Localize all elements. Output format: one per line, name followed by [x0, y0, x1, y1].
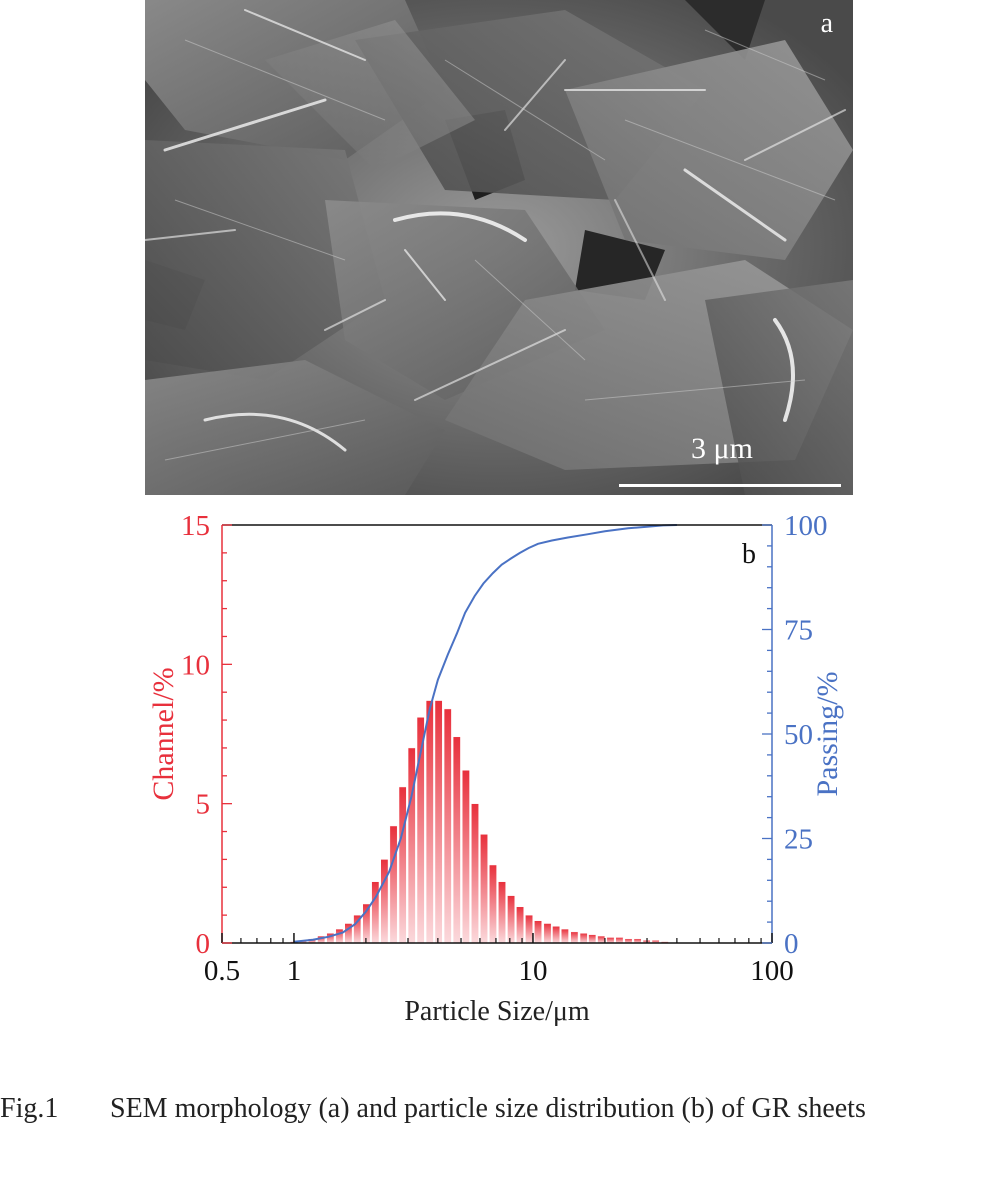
x-tick-label: 1: [287, 955, 302, 987]
channel-bar: [335, 928, 344, 944]
panel-a-label: a: [820, 8, 833, 39]
left-axis-title: Channel/%: [147, 667, 180, 800]
channel-bar: [425, 700, 434, 944]
channel-bar: [570, 931, 579, 944]
sem-texture: [145, 0, 853, 495]
channel-bar: [525, 914, 533, 944]
left-y-ticks: 0 5 10 15: [181, 510, 232, 960]
right-y-ticks: 0 25 50 75 100: [762, 510, 828, 960]
channel-bar: [380, 859, 389, 944]
channel-bar: [543, 923, 552, 944]
x-tick-label: 0.5: [204, 955, 240, 987]
right-tick-label: 50: [784, 719, 813, 751]
channel-bar: [498, 881, 506, 944]
channel-bar: [452, 736, 461, 944]
channel-bar: [597, 935, 606, 944]
channel-bar: [516, 906, 524, 944]
x-ticks: 0.5 1 10 100: [204, 933, 794, 987]
channel-bar: [552, 926, 561, 944]
sem-micrograph: a 3 μm: [145, 0, 853, 495]
channel-bar: [560, 928, 569, 944]
panel-b-label: b: [742, 539, 756, 570]
left-tick-label: 15: [181, 510, 210, 542]
channel-bar: [461, 769, 470, 944]
right-axis-title: Passing/%: [811, 671, 844, 796]
channel-bars: [290, 700, 669, 944]
caption-label: Fig.1: [0, 1093, 59, 1124]
x-tick-label: 100: [750, 955, 794, 987]
channel-bar: [398, 786, 407, 944]
x-tick-label: 10: [518, 955, 547, 987]
chart-frame: [221, 524, 773, 944]
right-tick-label: 0: [784, 928, 799, 960]
channel-bar: [434, 700, 443, 944]
channel-bar: [489, 864, 497, 944]
left-tick-label: 5: [196, 789, 211, 821]
channel-bar: [371, 881, 380, 944]
channel-bar: [579, 932, 588, 944]
scale-bar: [619, 484, 841, 487]
left-tick-label: 0: [196, 928, 211, 960]
channel-bar: [480, 834, 488, 944]
channel-bar: [471, 803, 479, 944]
right-tick-label: 25: [784, 824, 813, 856]
channel-bar: [443, 708, 452, 944]
channel-bar: [606, 937, 615, 944]
chart-svg: 0.5 1 10 100 0 5 10 15 0 25 50 75 100 b Particle S…: [147, 510, 844, 1027]
channel-bar: [615, 937, 624, 944]
scale-bar-label: 3 μm: [691, 432, 753, 465]
channel-bar: [588, 934, 597, 944]
x-axis-title: Particle Size/μm: [404, 996, 590, 1027]
left-tick-label: 10: [181, 649, 210, 681]
channel-bar: [507, 895, 516, 944]
channel-bar: [407, 747, 416, 944]
right-tick-label: 75: [784, 615, 813, 647]
particle-size-chart: 0.5 1 10 100 0 5 10 15 0 25 50 75 100 b Particle S…: [0, 505, 1002, 1030]
caption-text: SEM morphology (a) and particle size dis…: [110, 1093, 866, 1124]
channel-bar: [389, 825, 398, 944]
channel-bar: [534, 920, 542, 944]
passing-curve: [293, 524, 677, 943]
right-tick-label: 100: [784, 510, 828, 542]
